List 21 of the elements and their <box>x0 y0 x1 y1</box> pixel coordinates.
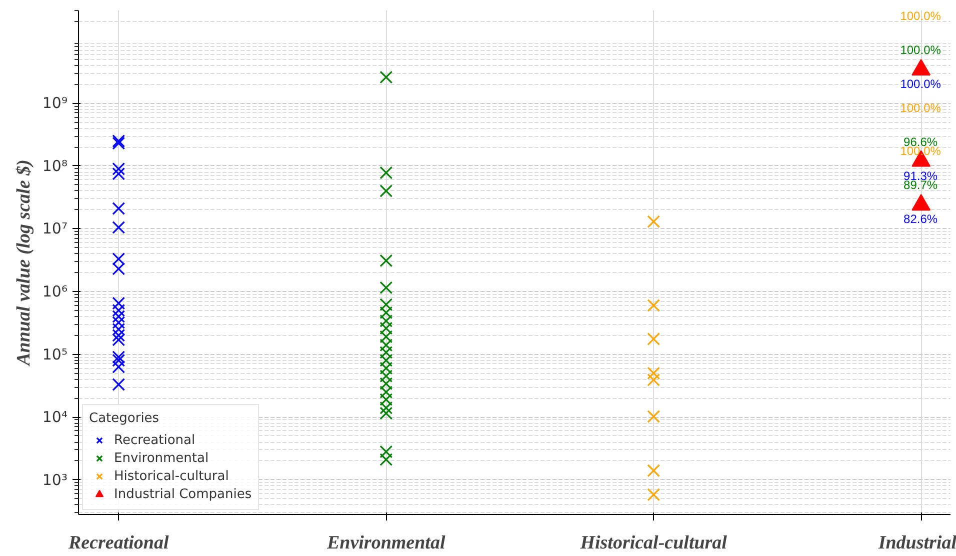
y-axis-title: Annual value (log scale $) <box>13 160 34 366</box>
annotation: 82.6% <box>904 212 938 226</box>
annotation: 100.0% <box>900 43 941 58</box>
legend-label: Industrial Companies <box>114 486 252 503</box>
x-tick-label: Environmental <box>326 532 446 554</box>
x-tick-label: Historical-cultural <box>579 532 728 554</box>
y-tick-label: 10⁴ <box>42 408 68 426</box>
y-tick-label: 10⁶ <box>42 282 68 301</box>
legend-label: Environmental <box>114 450 209 467</box>
annotation: 100.0% <box>900 9 941 24</box>
x-tick-label: Recreational <box>67 532 170 554</box>
legend-title: Categories <box>89 411 160 426</box>
y-tick-label: 10⁵ <box>42 345 68 364</box>
legend-label: Recreational <box>114 432 196 449</box>
y-tick-label: 10⁹ <box>42 94 68 112</box>
annotation: 100.0% <box>900 77 941 92</box>
y-tick-label: 10³ <box>42 470 68 489</box>
legend-label: Historical-cultural <box>114 468 229 485</box>
y-tick-label: 10⁸ <box>42 156 68 175</box>
y-tick-label: 10⁷ <box>42 220 68 238</box>
annotation: 100.0% <box>900 100 941 114</box>
